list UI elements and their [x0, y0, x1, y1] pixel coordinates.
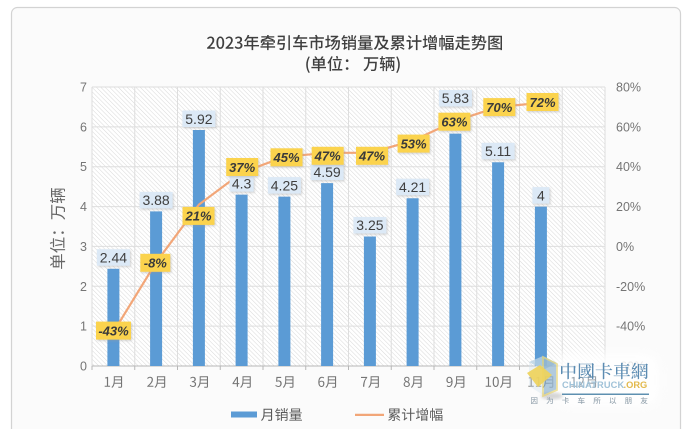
svg-text:63%: 63%: [441, 115, 467, 130]
svg-text:40%: 40%: [616, 160, 641, 174]
svg-text:4: 4: [80, 200, 87, 214]
svg-text:70%: 70%: [486, 100, 512, 115]
svg-text:20%: 20%: [616, 200, 641, 214]
svg-text:-43%: -43%: [98, 323, 129, 338]
svg-text:5: 5: [80, 160, 87, 174]
svg-text:-8%: -8%: [144, 256, 168, 271]
svg-text:6: 6: [80, 120, 87, 134]
svg-text:80%: 80%: [616, 81, 641, 95]
svg-text:4.25: 4.25: [271, 177, 298, 193]
svg-text:21%: 21%: [184, 209, 211, 224]
svg-text:4.3: 4.3: [232, 175, 252, 191]
svg-text:0%: 0%: [616, 240, 634, 254]
svg-text:3.25: 3.25: [356, 217, 383, 233]
svg-text:0: 0: [80, 360, 87, 374]
svg-text:47%: 47%: [314, 149, 341, 164]
svg-text:-20%: -20%: [616, 280, 645, 294]
svg-text:3.88: 3.88: [142, 192, 169, 208]
svg-text:5.11: 5.11: [485, 143, 511, 159]
svg-text:1: 1: [80, 320, 87, 334]
svg-text:.ORG: .ORG: [624, 380, 648, 390]
svg-text:-40%: -40%: [616, 320, 645, 334]
svg-text:60%: 60%: [616, 120, 641, 134]
svg-text:2.44: 2.44: [100, 250, 127, 266]
svg-text:45%: 45%: [272, 150, 299, 165]
svg-text:4.21: 4.21: [399, 179, 426, 195]
svg-text:CHINATRUCK: CHINATRUCK: [562, 380, 624, 390]
svg-text:3: 3: [80, 240, 87, 254]
svg-text:4.59: 4.59: [313, 164, 340, 180]
svg-text:5.92: 5.92: [185, 111, 212, 127]
svg-text:53%: 53%: [401, 136, 427, 151]
svg-text:72%: 72%: [529, 95, 555, 110]
svg-text:37%: 37%: [229, 160, 255, 175]
svg-text:47%: 47%: [358, 149, 385, 164]
svg-text:5.83: 5.83: [442, 90, 469, 106]
svg-text:7: 7: [80, 81, 87, 95]
svg-text:2: 2: [80, 280, 87, 294]
svg-text:4: 4: [537, 187, 545, 203]
